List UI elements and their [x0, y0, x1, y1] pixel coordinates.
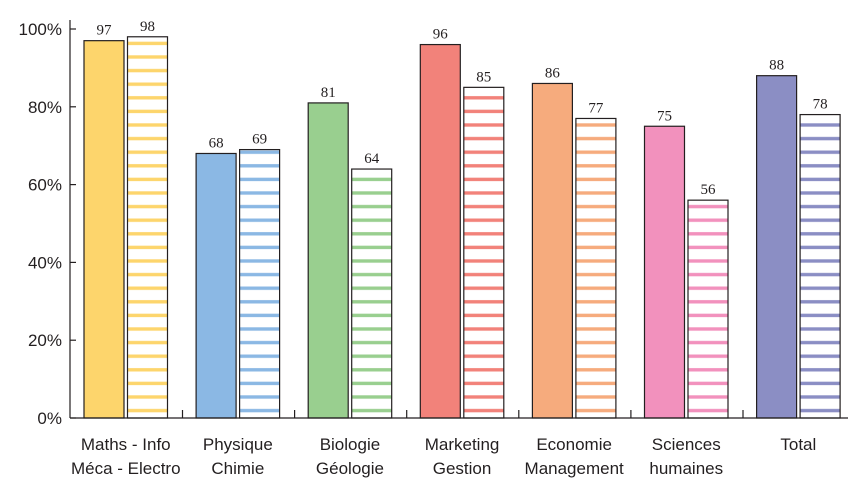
- x-axis: Maths - Info Méca - Electro Physique Chimie…: [70, 410, 848, 478]
- x-category-label-line2: Management: [525, 459, 625, 478]
- y-tick-label: 0%: [37, 409, 62, 428]
- x-category-label-line1: Marketing: [425, 435, 500, 454]
- x-category-label-line2: Géologie: [316, 459, 384, 478]
- bar-solid: [195, 152, 237, 419]
- x-category-label-line1: Total: [780, 435, 816, 454]
- bar-value-label: 97: [97, 23, 113, 39]
- x-category-label-line1: Biologie: [320, 435, 381, 454]
- x-category-label-line1: Sciences: [652, 435, 721, 454]
- bar-value-label: 96: [433, 27, 449, 43]
- bar-value-label: 77: [588, 100, 604, 116]
- bar-striped: [351, 168, 393, 419]
- bar-striped: [575, 117, 617, 419]
- bar-solid: [531, 82, 574, 419]
- bar-solid: [419, 43, 461, 419]
- bar-striped: [463, 86, 505, 419]
- bar-value-label: 88: [769, 58, 784, 74]
- x-category-label-line2: humaines: [649, 459, 723, 478]
- bar-striped: [239, 148, 281, 419]
- x-category-label-line1: Economie: [536, 435, 612, 454]
- bar-value-label: 81: [321, 85, 336, 101]
- y-axis: 0% 20% 40% 60% 80% 100%: [19, 20, 76, 428]
- bar-value-label: 85: [476, 69, 491, 85]
- bar-striped: [687, 199, 729, 419]
- bar-value-label: 98: [140, 19, 155, 35]
- bar-solid: [307, 102, 349, 419]
- bar-value-label: 86: [545, 65, 561, 81]
- y-tick-label: 80%: [28, 98, 62, 117]
- x-category-label-line1: Maths - Info: [81, 435, 171, 454]
- x-category-label-line2: Gestion: [433, 459, 492, 478]
- bar-striped: [126, 36, 169, 419]
- y-tick-label: 60%: [28, 176, 62, 195]
- y-tick-label: 20%: [28, 331, 62, 350]
- y-tick-label: 40%: [28, 253, 62, 272]
- bars-group: 97 98 68 69 81 64 96 85 86 77 75 56 88 78: [83, 19, 841, 419]
- bar-value-label: 64: [364, 151, 380, 167]
- bar-value-label: 56: [701, 182, 717, 198]
- x-category-label-line2: Chimie: [211, 459, 264, 478]
- y-tick-label: 100%: [19, 20, 62, 39]
- bar-value-label: 69: [252, 132, 267, 148]
- bar-striped: [799, 113, 841, 419]
- bar-value-label: 75: [657, 108, 672, 124]
- x-category-label-line2: Méca - Electro: [71, 459, 181, 478]
- bar-solid: [83, 40, 125, 419]
- bar-value-label: 68: [209, 135, 224, 151]
- x-category-label-line1: Physique: [203, 435, 273, 454]
- bar-solid: [755, 75, 798, 419]
- bar-value-label: 78: [813, 97, 828, 113]
- bar-solid: [643, 125, 686, 419]
